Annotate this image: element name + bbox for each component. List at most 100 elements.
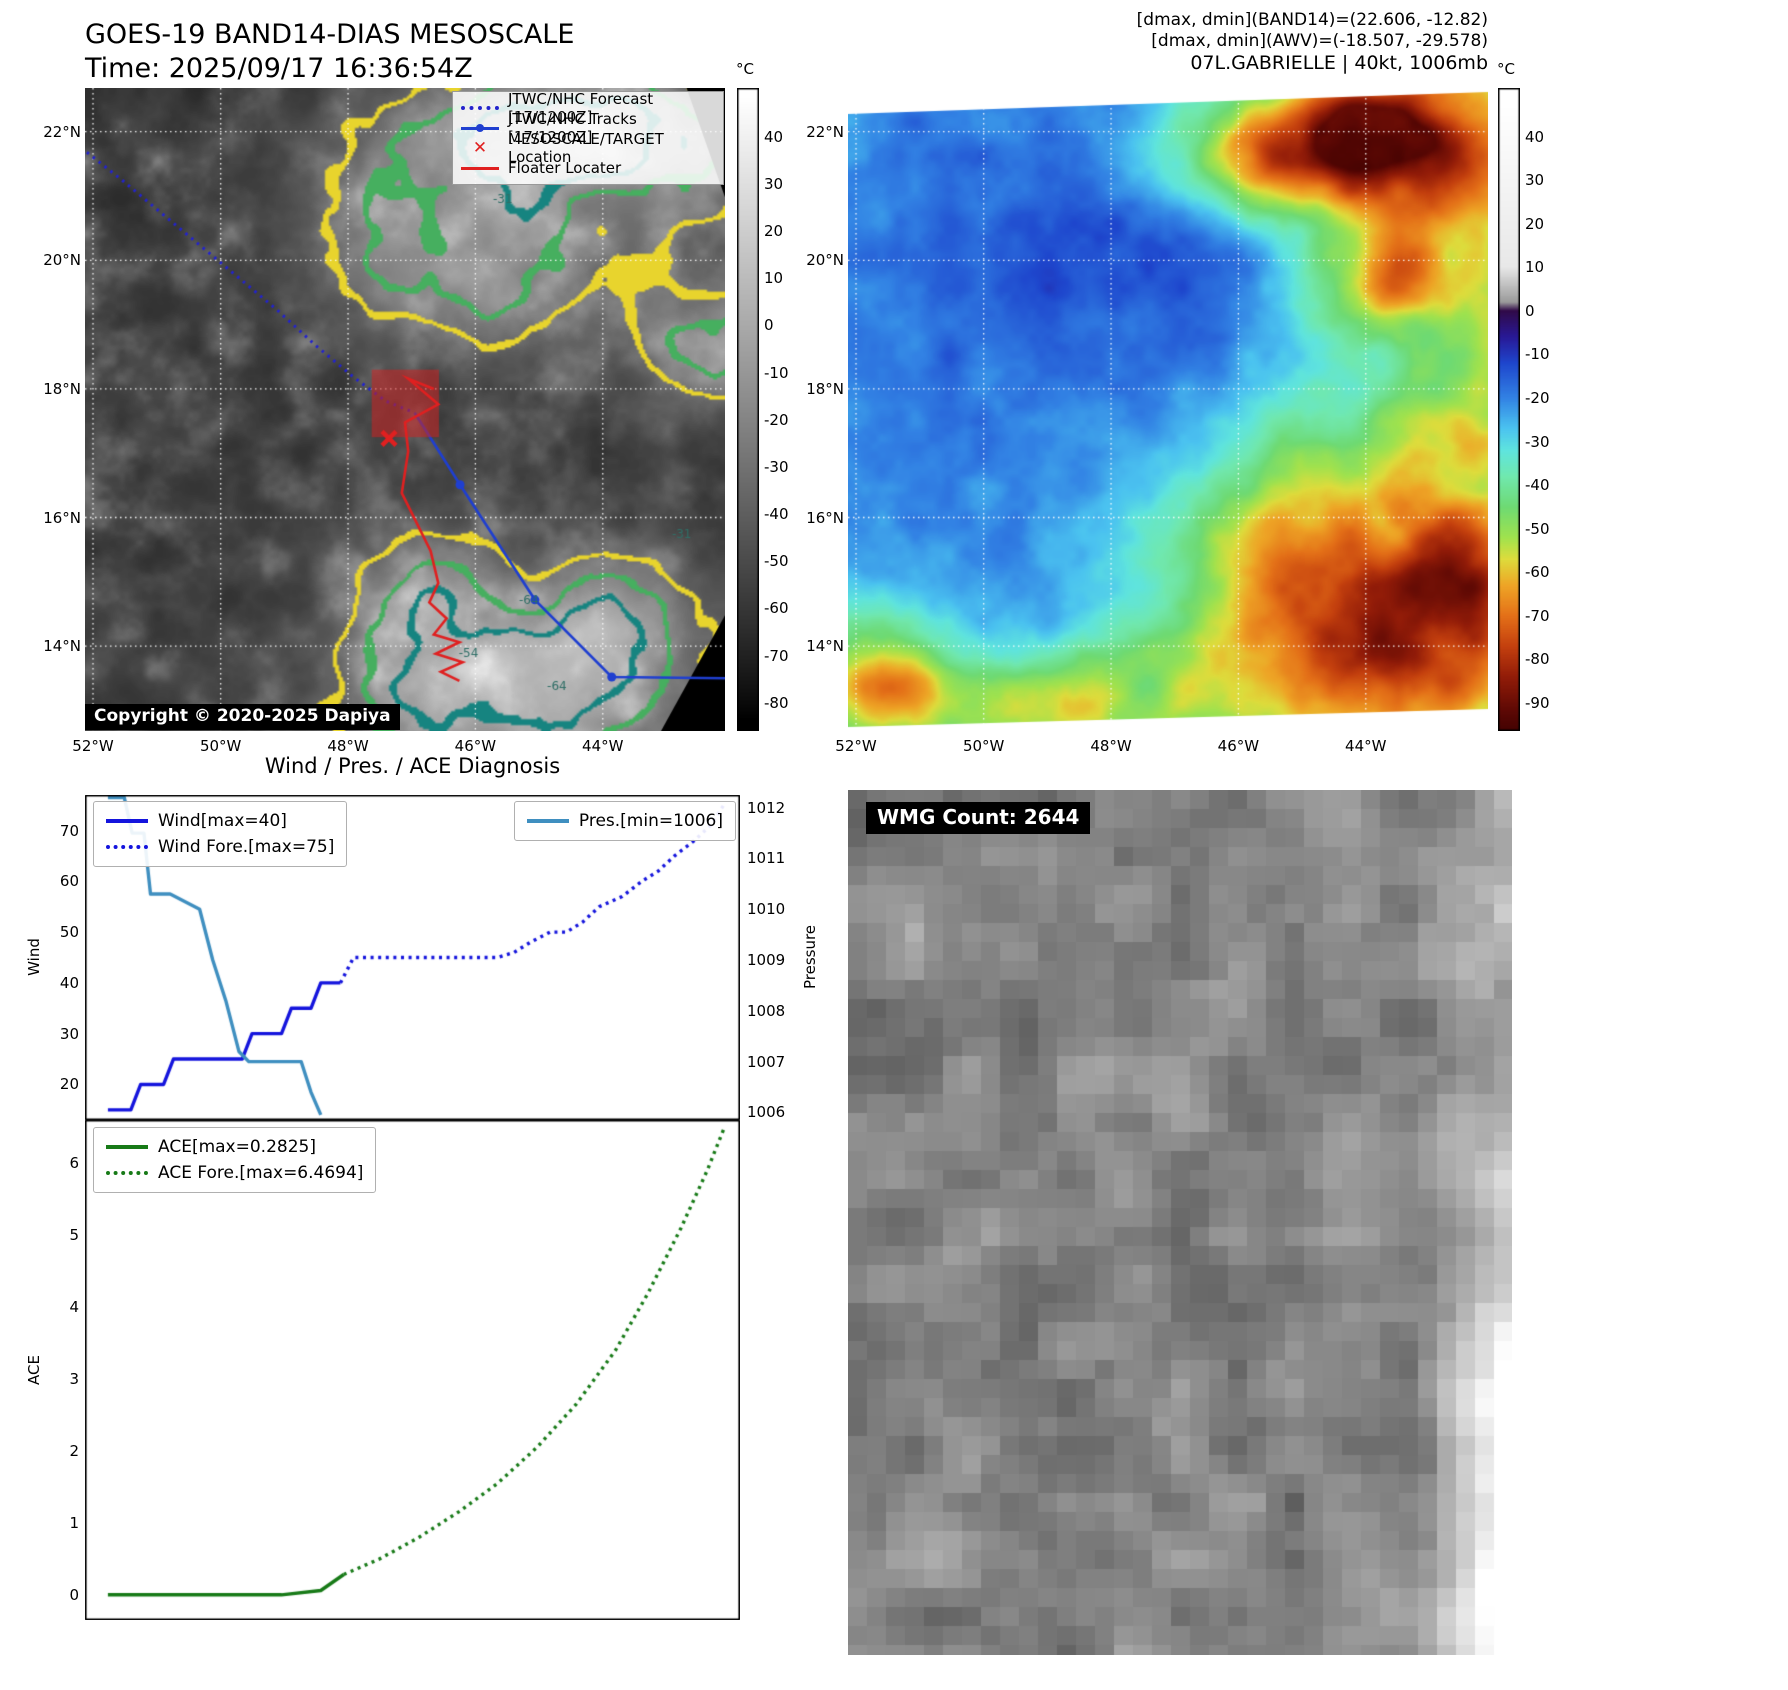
tr-header: [dmax, dmin](BAND14)=(22.606, -12.82) [d… <box>1137 10 1488 74</box>
ace-y-tick: 6 <box>69 1154 79 1173</box>
pressure-legend-row: Pres.[min=1006] <box>526 808 723 834</box>
ace-y-tick: 4 <box>69 1298 79 1317</box>
colorbar-tick: -10 <box>1525 345 1550 364</box>
diagnosis-title: Wind / Pres. / ACE Diagnosis <box>264 754 561 778</box>
band14-satellite-map <box>85 88 725 731</box>
lat-tick: 16°N <box>43 508 81 527</box>
pressure-line-icon <box>526 819 569 823</box>
colorbar-tick: -40 <box>764 505 789 524</box>
tr-colorbar-unit: °C <box>1497 60 1515 78</box>
tl-title-line1: GOES-19 BAND14-DIAS MESOSCALE <box>85 19 575 50</box>
colorbar-tick: -70 <box>1525 606 1550 625</box>
colorbar-tick: 40 <box>1525 127 1545 146</box>
pressure-y-tick: 1007 <box>747 1052 786 1071</box>
lon-tick: 46°W <box>1217 737 1260 755</box>
pressure-axis-label: Pressure <box>801 924 819 990</box>
lon-tick: 46°W <box>454 737 497 755</box>
legend-row-target: MESOSCALE/TARGET Location <box>461 130 715 166</box>
lat-tick: 20°N <box>806 251 844 270</box>
tl-title: GOES-19 BAND14-DIAS MESOSCALE Time: 2025… <box>85 18 574 86</box>
storm-id-label: 07L.GABRIELLE | 40kt, 1006mb <box>1190 52 1488 74</box>
colorbar-tick: -60 <box>764 599 789 618</box>
target-x-icon <box>461 140 499 157</box>
lat-tick: 14°N <box>43 637 81 656</box>
legend-row-floater: Floater Locater <box>461 158 715 178</box>
pressure-legend: Pres.[min=1006] <box>513 801 736 841</box>
legend-label-forecast: JTWC/NHC Forecast [17/1200Z] <box>508 90 654 126</box>
ace-y-tick: 2 <box>69 1441 79 1460</box>
wind-y-tick: 50 <box>59 923 79 942</box>
wind-y-tick: 40 <box>59 973 79 992</box>
colorbar-tick: 10 <box>764 269 784 288</box>
lon-tick: 50°W <box>962 737 1005 755</box>
track-line-dot-icon <box>461 126 499 130</box>
lat-tick: 18°N <box>43 379 81 398</box>
legend-row-tracks: JTWC/NHC Tracks [17/1200Z] <box>461 110 715 146</box>
band14-colorbar <box>737 88 759 731</box>
lat-tick: 22°N <box>43 122 81 141</box>
colorbar-tick: 30 <box>1525 171 1545 190</box>
colorbar-tick: -50 <box>764 552 789 571</box>
tl-colorbar-unit: °C <box>736 60 754 78</box>
legend-label-tracks: JTWC/NHC Tracks [17/1200Z] <box>508 110 637 146</box>
colorbar-tick: 30 <box>764 175 784 194</box>
wind-forecast-line-icon <box>106 845 148 849</box>
ace-y-tick: 1 <box>69 1513 79 1532</box>
pressure-y-tick: 1009 <box>747 951 786 970</box>
colorbar-tick: 0 <box>1525 301 1535 320</box>
awv-colorbar <box>1498 88 1520 731</box>
colorbar-tick: -70 <box>764 646 789 665</box>
tl-title-line2: Time: 2025/09/17 16:36:54Z <box>85 53 473 84</box>
map-legend: JTWC/NHC Forecast [17/1200Z] JTWC/NHC Tr… <box>452 90 724 185</box>
colorbar-tick: -10 <box>764 363 789 382</box>
tr-header-line2: [dmax, dmin](AWV)=(-18.507, -29.578) <box>1151 31 1488 51</box>
wmg-count-badge: WMG Count: 2644 <box>866 802 1091 834</box>
colorbar-tick: 0 <box>764 316 774 335</box>
lon-tick: 52°W <box>72 737 114 755</box>
pressure-y-tick: 1008 <box>747 1001 786 1020</box>
lat-tick: 22°N <box>806 122 844 141</box>
wind-forecast-legend-row: Wind Fore.[max=75] <box>106 834 334 860</box>
lat-tick: 20°N <box>43 251 81 270</box>
ace-y-tick: 0 <box>69 1585 79 1604</box>
colorbar-tick: 10 <box>1525 258 1545 277</box>
ace-y-tick: 5 <box>69 1226 79 1245</box>
legend-row-forecast: JTWC/NHC Forecast [17/1200Z] <box>461 90 715 126</box>
pressure-legend-label: Pres.[min=1006] <box>578 811 723 831</box>
wind-y-tick: 70 <box>59 821 79 840</box>
lon-tick: 50°W <box>199 737 242 755</box>
pressure-y-tick: 1011 <box>747 849 786 868</box>
pressure-y-tick: 1012 <box>747 798 786 817</box>
wind-y-tick: 60 <box>59 872 79 891</box>
wind-legend: Wind[max=40] Wind Fore.[max=75] <box>93 801 348 867</box>
colorbar-tick: -20 <box>764 410 789 429</box>
ace-legend: ACE[max=0.2825] ACE Fore.[max=6.4694] <box>93 1127 377 1193</box>
wind-y-tick: 30 <box>59 1024 79 1043</box>
ace-axis-label: ACE <box>25 1355 43 1385</box>
ace-legend-label: ACE[max=0.2825] <box>158 1137 316 1157</box>
colorbar-tick: -50 <box>1525 519 1550 538</box>
lat-tick: 16°N <box>806 508 844 527</box>
lon-tick: 48°W <box>327 737 369 755</box>
colorbar-tick: 20 <box>1525 214 1545 233</box>
wind-line-icon <box>106 819 148 823</box>
wind-axis-label: Wind <box>25 938 43 976</box>
ace-legend-row: ACE[max=0.2825] <box>106 1134 363 1160</box>
colorbar-tick: -60 <box>1525 563 1550 582</box>
colorbar-tick: 20 <box>764 222 784 241</box>
ace-forecast-legend-row: ACE Fore.[max=6.4694] <box>106 1160 363 1186</box>
lat-tick: 18°N <box>806 379 844 398</box>
colorbar-tick: -40 <box>1525 476 1550 495</box>
wmg-grayscale-image <box>848 790 1512 1655</box>
ace-line-icon <box>106 1145 148 1149</box>
ace-y-tick: 3 <box>69 1369 79 1388</box>
pressure-y-tick: 1006 <box>747 1103 786 1122</box>
copyright-badge: Copyright © 2020-2025 Dapiya <box>85 704 400 730</box>
pressure-y-tick: 1010 <box>747 900 786 919</box>
awv-satellite-map <box>848 88 1488 731</box>
colorbar-tick: -80 <box>1525 650 1550 669</box>
wind-legend-row: Wind[max=40] <box>106 808 334 834</box>
legend-label-target: MESOSCALE/TARGET Location <box>508 130 664 166</box>
ace-forecast-line-icon <box>106 1171 148 1175</box>
